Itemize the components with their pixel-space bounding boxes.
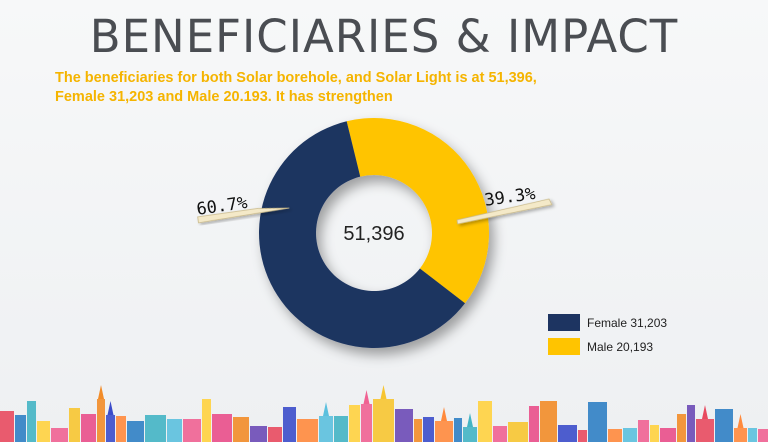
skyline-building: [349, 405, 360, 442]
skyline-spire: [702, 405, 708, 419]
subtitle-line-2: Female 31,203 and Male 20.193. It has st…: [55, 89, 393, 105]
skyline-spire: [737, 414, 744, 428]
skyline-building: [268, 427, 282, 442]
legend-swatch-female: [548, 314, 580, 331]
donut-slices: [259, 117, 490, 348]
donut-slice-female: [259, 121, 466, 348]
callout-pointer-female: [197, 207, 290, 224]
skyline-building: [758, 429, 768, 442]
skyline-building: [167, 419, 182, 442]
donut-slice-male: [346, 117, 490, 304]
skyline-spire: [107, 401, 114, 415]
skyline-building: [145, 415, 166, 442]
donut-center-label: 51,396: [343, 223, 404, 245]
skyline-building: [423, 417, 434, 442]
skyline-building: [361, 404, 372, 442]
skyline-spire: [441, 407, 447, 421]
skyline-building: [27, 401, 36, 442]
skyline-building: [395, 409, 413, 442]
legend-swatch-male: [548, 338, 580, 355]
skyline-building: [116, 416, 126, 442]
skyline-building: [15, 415, 26, 442]
skyline-building: [283, 407, 296, 442]
skyline-building: [578, 430, 587, 442]
city-skyline-decoration: [0, 385, 768, 442]
percent-callout-female: 60.7%: [195, 193, 290, 224]
skyline-building: [734, 428, 747, 442]
legend-item-female: Female 31,203: [548, 313, 667, 332]
legend-label-male: Male 20,193: [587, 339, 654, 354]
skyline-building: [297, 419, 318, 442]
skyline-building: [414, 419, 422, 442]
skyline-spire: [323, 402, 329, 416]
chart-legend: Female 31,203 Male 20,193: [548, 313, 667, 361]
skyline-building: [529, 406, 539, 442]
skyline-building: [454, 418, 462, 442]
skyline-building: [106, 415, 115, 442]
skyline-building: [212, 414, 232, 442]
skyline-building: [660, 428, 676, 442]
skyline-building: [715, 409, 733, 442]
skyline-building: [463, 427, 477, 442]
skyline-spire: [467, 413, 473, 427]
skyline-building: [687, 405, 695, 442]
skyline-building: [435, 421, 453, 442]
skyline-building: [677, 414, 686, 442]
skyline-building: [558, 425, 577, 442]
skyline-spire: [98, 385, 104, 399]
skyline-building: [540, 401, 557, 442]
skyline-building: [81, 414, 96, 442]
skyline-building: [696, 419, 714, 442]
skyline-building: [608, 429, 622, 442]
skyline-building: [250, 426, 267, 442]
skyline-building: [623, 428, 637, 442]
skyline-building: [97, 399, 105, 442]
skyline-building: [183, 419, 201, 442]
skyline-building: [638, 420, 649, 442]
skyline-building: [373, 399, 394, 442]
skyline-building: [334, 416, 348, 442]
legend-label-female: Female 31,203: [587, 315, 668, 330]
skyline-building: [478, 401, 492, 442]
page-subtitle: The beneficiaries for both Solar borehol…: [55, 69, 675, 107]
skyline-building: [650, 425, 659, 442]
percent-callouts: 60.7% 39.3%: [195, 184, 553, 225]
skyline-building: [69, 408, 80, 442]
skyline-building: [493, 426, 507, 442]
skyline-building: [0, 411, 14, 442]
skyline-building: [202, 399, 211, 442]
skyline-building: [319, 416, 333, 442]
callout-pointer-male: [456, 198, 553, 225]
page-title: BENEFICIARIES & IMPACT: [89, 10, 679, 63]
skyline-spire: [380, 385, 387, 399]
skyline-building: [37, 421, 50, 442]
skyline-building: [233, 417, 249, 442]
skyline-building: [51, 428, 68, 442]
skyline-building: [127, 421, 144, 442]
skyline-building: [748, 428, 757, 442]
subtitle-line-1: The beneficiaries for both Solar borehol…: [55, 70, 537, 86]
skyline-spire: [363, 390, 370, 404]
skyline-building: [588, 402, 607, 442]
skyline-building: [508, 422, 528, 442]
legend-item-male: Male 20,193: [548, 337, 667, 356]
